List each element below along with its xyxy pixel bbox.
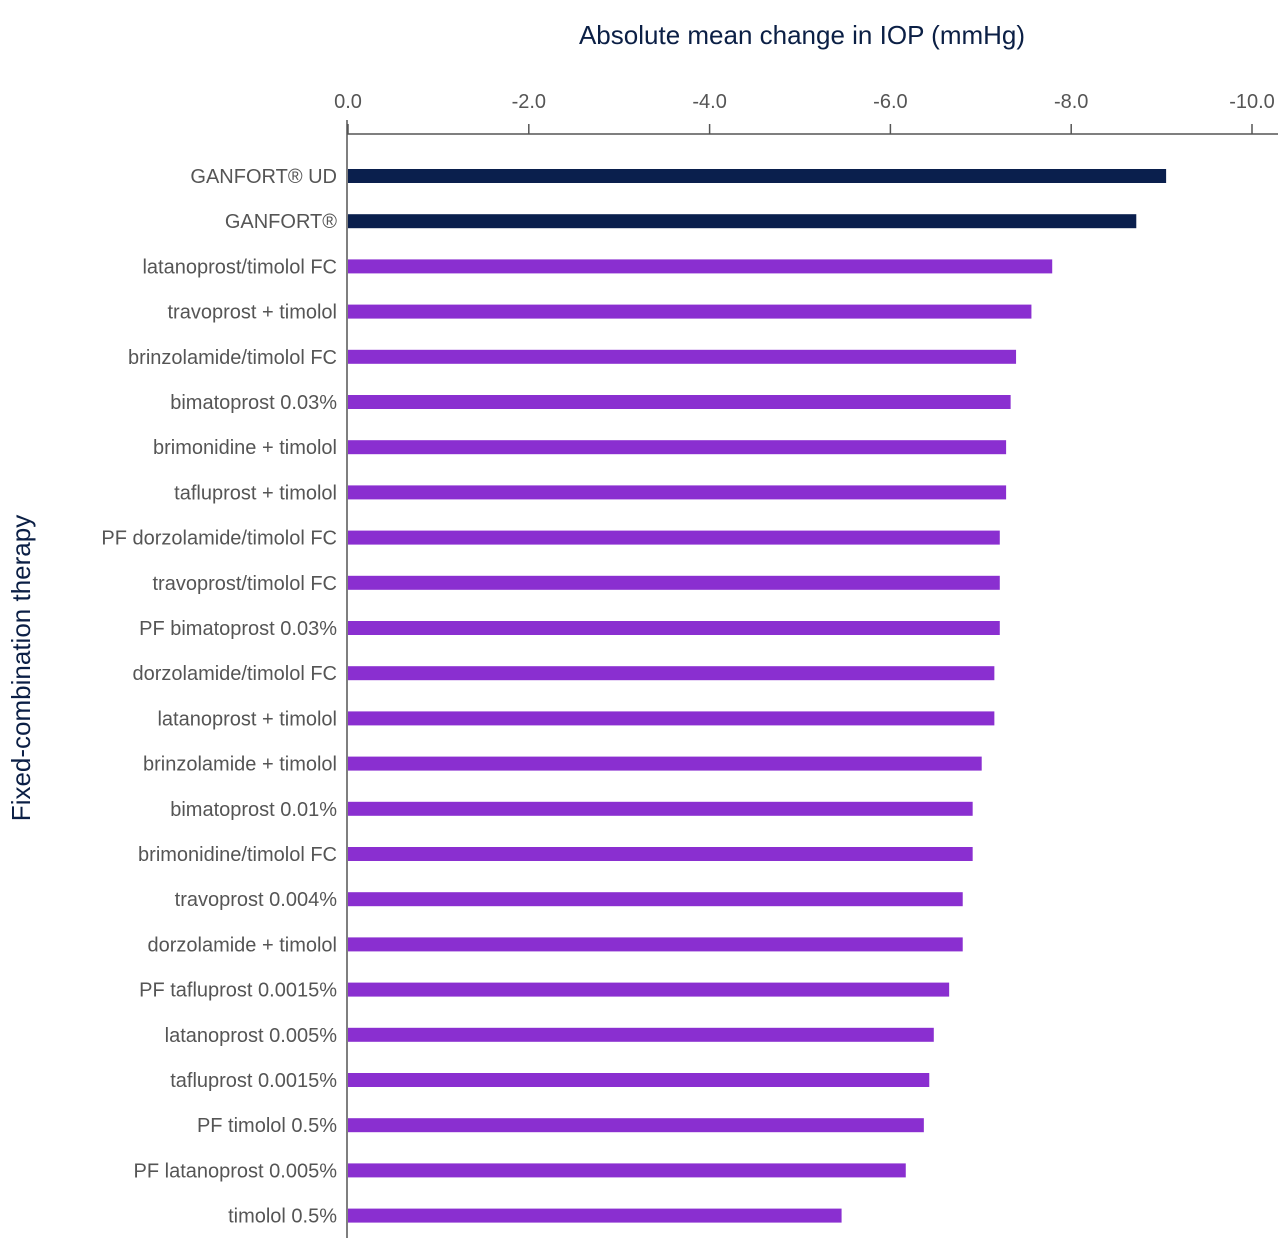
- bar: [348, 982, 950, 997]
- category-label: brimonidine/timolol FC: [138, 844, 337, 866]
- category-label: travoprost 0.004%: [175, 889, 338, 911]
- category-label: PF timolol 0.5%: [197, 1115, 337, 1137]
- category-label: travoprost + timolol: [167, 302, 337, 324]
- category-label: travoprost/timolol FC: [153, 573, 338, 595]
- category-label: GANFORT® UD: [190, 166, 337, 188]
- bar: [348, 214, 1137, 229]
- bar: [348, 395, 1011, 409]
- bar: [348, 1118, 924, 1133]
- category-label: brinzolamide/timolol FC: [128, 347, 337, 369]
- x-tick-label: -10.0: [1229, 91, 1275, 113]
- x-tick-label: -8.0: [1054, 91, 1088, 113]
- bar: [348, 440, 1007, 455]
- bar: [348, 847, 973, 861]
- category-label: bimatoprost 0.01%: [170, 799, 337, 821]
- bar: [348, 1027, 934, 1042]
- category-label: PF tafluprost 0.0015%: [139, 980, 337, 1002]
- bar: [348, 1208, 842, 1223]
- bar: [348, 349, 1017, 364]
- bar: [348, 530, 1000, 545]
- bar: [348, 1073, 930, 1087]
- bar: [348, 801, 973, 816]
- category-label: dorzolamide + timolol: [147, 934, 337, 956]
- category-label: bimatoprost 0.03%: [170, 392, 337, 414]
- bar: [348, 756, 982, 771]
- category-labels: GANFORT® UD GANFORT® latanoprost/timolol F…: [101, 166, 337, 1228]
- category-label: latanoprost + timolol: [157, 708, 337, 730]
- category-label: PF dorzolamide/timolol FC: [101, 528, 337, 550]
- bar: [348, 259, 1053, 274]
- category-label: brinzolamide + timolol: [143, 754, 337, 776]
- y-axis-label: Fixed-combination therapy: [6, 515, 36, 821]
- bar: [348, 1163, 906, 1178]
- x-tick-label: 0.0: [334, 91, 362, 113]
- category-label: tafluprost 0.0015%: [170, 1070, 337, 1092]
- chart-title: Absolute mean change in IOP (mmHg): [579, 20, 1025, 50]
- category-label: PF bimatoprost 0.03%: [139, 618, 337, 640]
- bars-group: [348, 169, 1167, 1223]
- bar: [348, 575, 1000, 590]
- bar: [348, 666, 995, 681]
- category-label: dorzolamide/timolol FC: [132, 663, 337, 685]
- bar: [348, 485, 1007, 500]
- category-label: tafluprost + timolol: [174, 482, 337, 504]
- category-label: timolol 0.5%: [228, 1206, 337, 1228]
- x-tick-label: -4.0: [692, 91, 726, 113]
- bar: [348, 169, 1167, 183]
- x-axis-ticks: 0.0 -2.0 -4.0 -6.0 -8.0 -10.0: [334, 91, 1275, 134]
- category-label: GANFORT®: [225, 211, 337, 233]
- bar: [348, 937, 963, 952]
- category-label: brimonidine + timolol: [153, 437, 337, 459]
- x-tick-label: -2.0: [512, 91, 546, 113]
- bar: [348, 892, 963, 907]
- category-label: PF latanoprost 0.005%: [134, 1160, 338, 1182]
- bar: [348, 621, 1000, 635]
- category-label: latanoprost/timolol FC: [142, 256, 337, 278]
- x-tick-label: -6.0: [873, 91, 907, 113]
- bar: [348, 304, 1032, 319]
- category-label: latanoprost 0.005%: [165, 1025, 338, 1047]
- bar: [348, 711, 995, 726]
